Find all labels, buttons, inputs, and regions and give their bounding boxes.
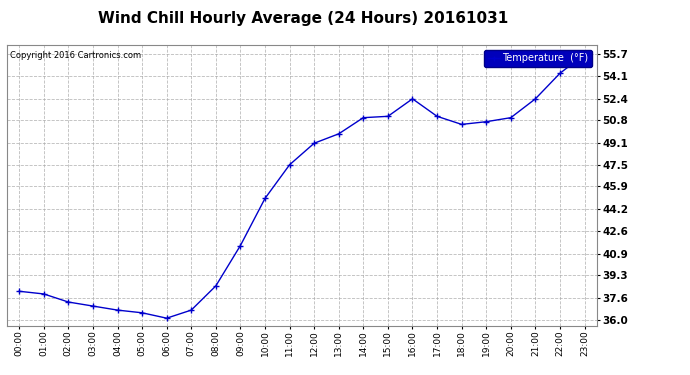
Text: Copyright 2016 Cartronics.com: Copyright 2016 Cartronics.com — [10, 51, 141, 60]
Temperature  (°F) — [187, 308, 195, 312]
Temperature  (°F) — [580, 52, 589, 57]
Temperature  (°F) — [556, 71, 564, 75]
Temperature  (°F) — [433, 114, 441, 118]
Line: Temperature  (°F): Temperature (°F) — [17, 52, 587, 321]
Temperature  (°F) — [39, 292, 48, 296]
Temperature  (°F) — [212, 284, 220, 288]
Text: Wind Chill Hourly Average (24 Hours) 20161031: Wind Chill Hourly Average (24 Hours) 201… — [99, 11, 509, 26]
Temperature  (°F) — [138, 310, 146, 315]
Temperature  (°F) — [457, 122, 466, 127]
Temperature  (°F) — [384, 114, 392, 118]
Temperature  (°F) — [531, 97, 540, 101]
Legend: Temperature  (°F): Temperature (°F) — [484, 50, 592, 67]
Temperature  (°F) — [310, 141, 318, 146]
Temperature  (°F) — [286, 162, 294, 167]
Temperature  (°F) — [89, 304, 97, 308]
Temperature  (°F) — [163, 316, 171, 320]
Temperature  (°F) — [113, 308, 121, 312]
Temperature  (°F) — [408, 97, 417, 101]
Temperature  (°F) — [482, 120, 491, 124]
Temperature  (°F) — [359, 116, 368, 120]
Temperature  (°F) — [506, 116, 515, 120]
Temperature  (°F) — [261, 196, 269, 201]
Temperature  (°F) — [335, 132, 343, 136]
Temperature  (°F) — [15, 289, 23, 294]
Temperature  (°F) — [236, 243, 244, 248]
Temperature  (°F) — [64, 300, 72, 304]
